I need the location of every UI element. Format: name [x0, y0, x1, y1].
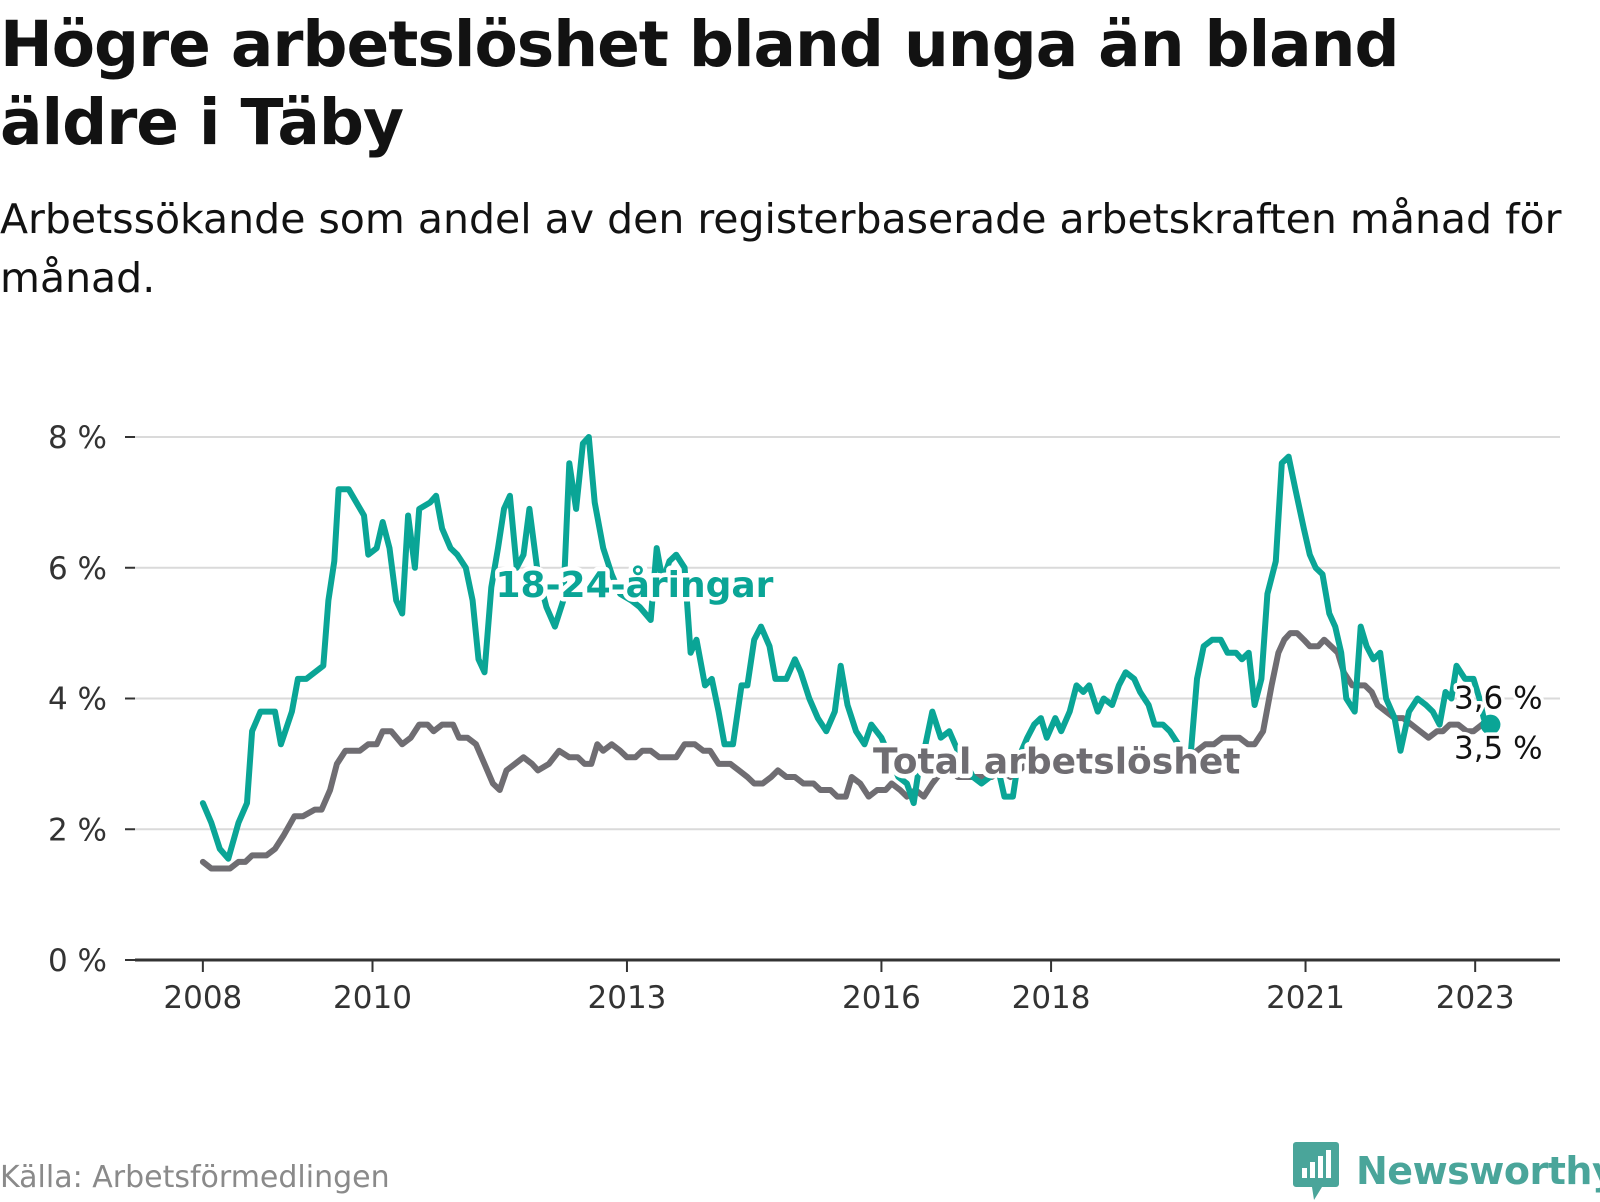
x-tick-label: 2018 — [1012, 980, 1091, 1016]
x-tick-label: 2016 — [842, 980, 921, 1016]
line-chart: 0 % 2 % 4 % 6 % 8 % 2008 2010 2013 2016 2018 2021… — [48, 420, 1560, 1016]
brand-logo: Newsworthy — [1292, 1140, 1600, 1202]
series-line-youth — [199, 434, 1494, 862]
x-tick-label: 2023 — [1436, 980, 1515, 1016]
end-label-youth: 3,6 % — [1454, 680, 1543, 716]
y-tick-label: 0 % — [48, 943, 107, 979]
brand-name: Newsworthy — [1356, 1149, 1600, 1193]
series-label-youth: 18-24-åringar — [495, 565, 773, 606]
x-tick-label: 2010 — [333, 980, 412, 1016]
x-tick-label: 2008 — [163, 980, 242, 1016]
series-line-total — [199, 630, 1494, 872]
y-tick-label: 4 % — [48, 682, 107, 718]
y-tick-label: 8 % — [48, 420, 107, 456]
y-tick-label: 6 % — [48, 551, 107, 587]
series-label-total: Total arbetslöshet — [873, 742, 1241, 783]
source-credit: Källa: Arbetsförmedlingen — [0, 1160, 390, 1195]
y-axis-ticks: 0 % 2 % 4 % 6 % 8 % — [48, 420, 135, 979]
x-tick-label: 2021 — [1266, 980, 1345, 1016]
gridlines — [135, 436, 1560, 831]
series-labels: 18-24-åringar Total arbetslöshet 3,6 % 3,5 … — [491, 561, 1546, 788]
chart-title: Högre arbetslöshet bland unga än bland ä… — [0, 8, 1400, 159]
youth-end-marker — [1480, 714, 1501, 735]
newsworthy-logo-icon — [1293, 1142, 1339, 1200]
series-lines — [199, 434, 1501, 872]
chart-subtitle: Arbetssökande som andel av den registerb… — [0, 195, 1562, 302]
y-tick-label: 2 % — [48, 812, 107, 848]
end-label-total: 3,5 % — [1454, 731, 1543, 767]
x-tick-label: 2013 — [588, 980, 667, 1016]
x-axis-ticks: 2008 2010 2013 2016 2018 2021 2023 — [135, 958, 1560, 1016]
